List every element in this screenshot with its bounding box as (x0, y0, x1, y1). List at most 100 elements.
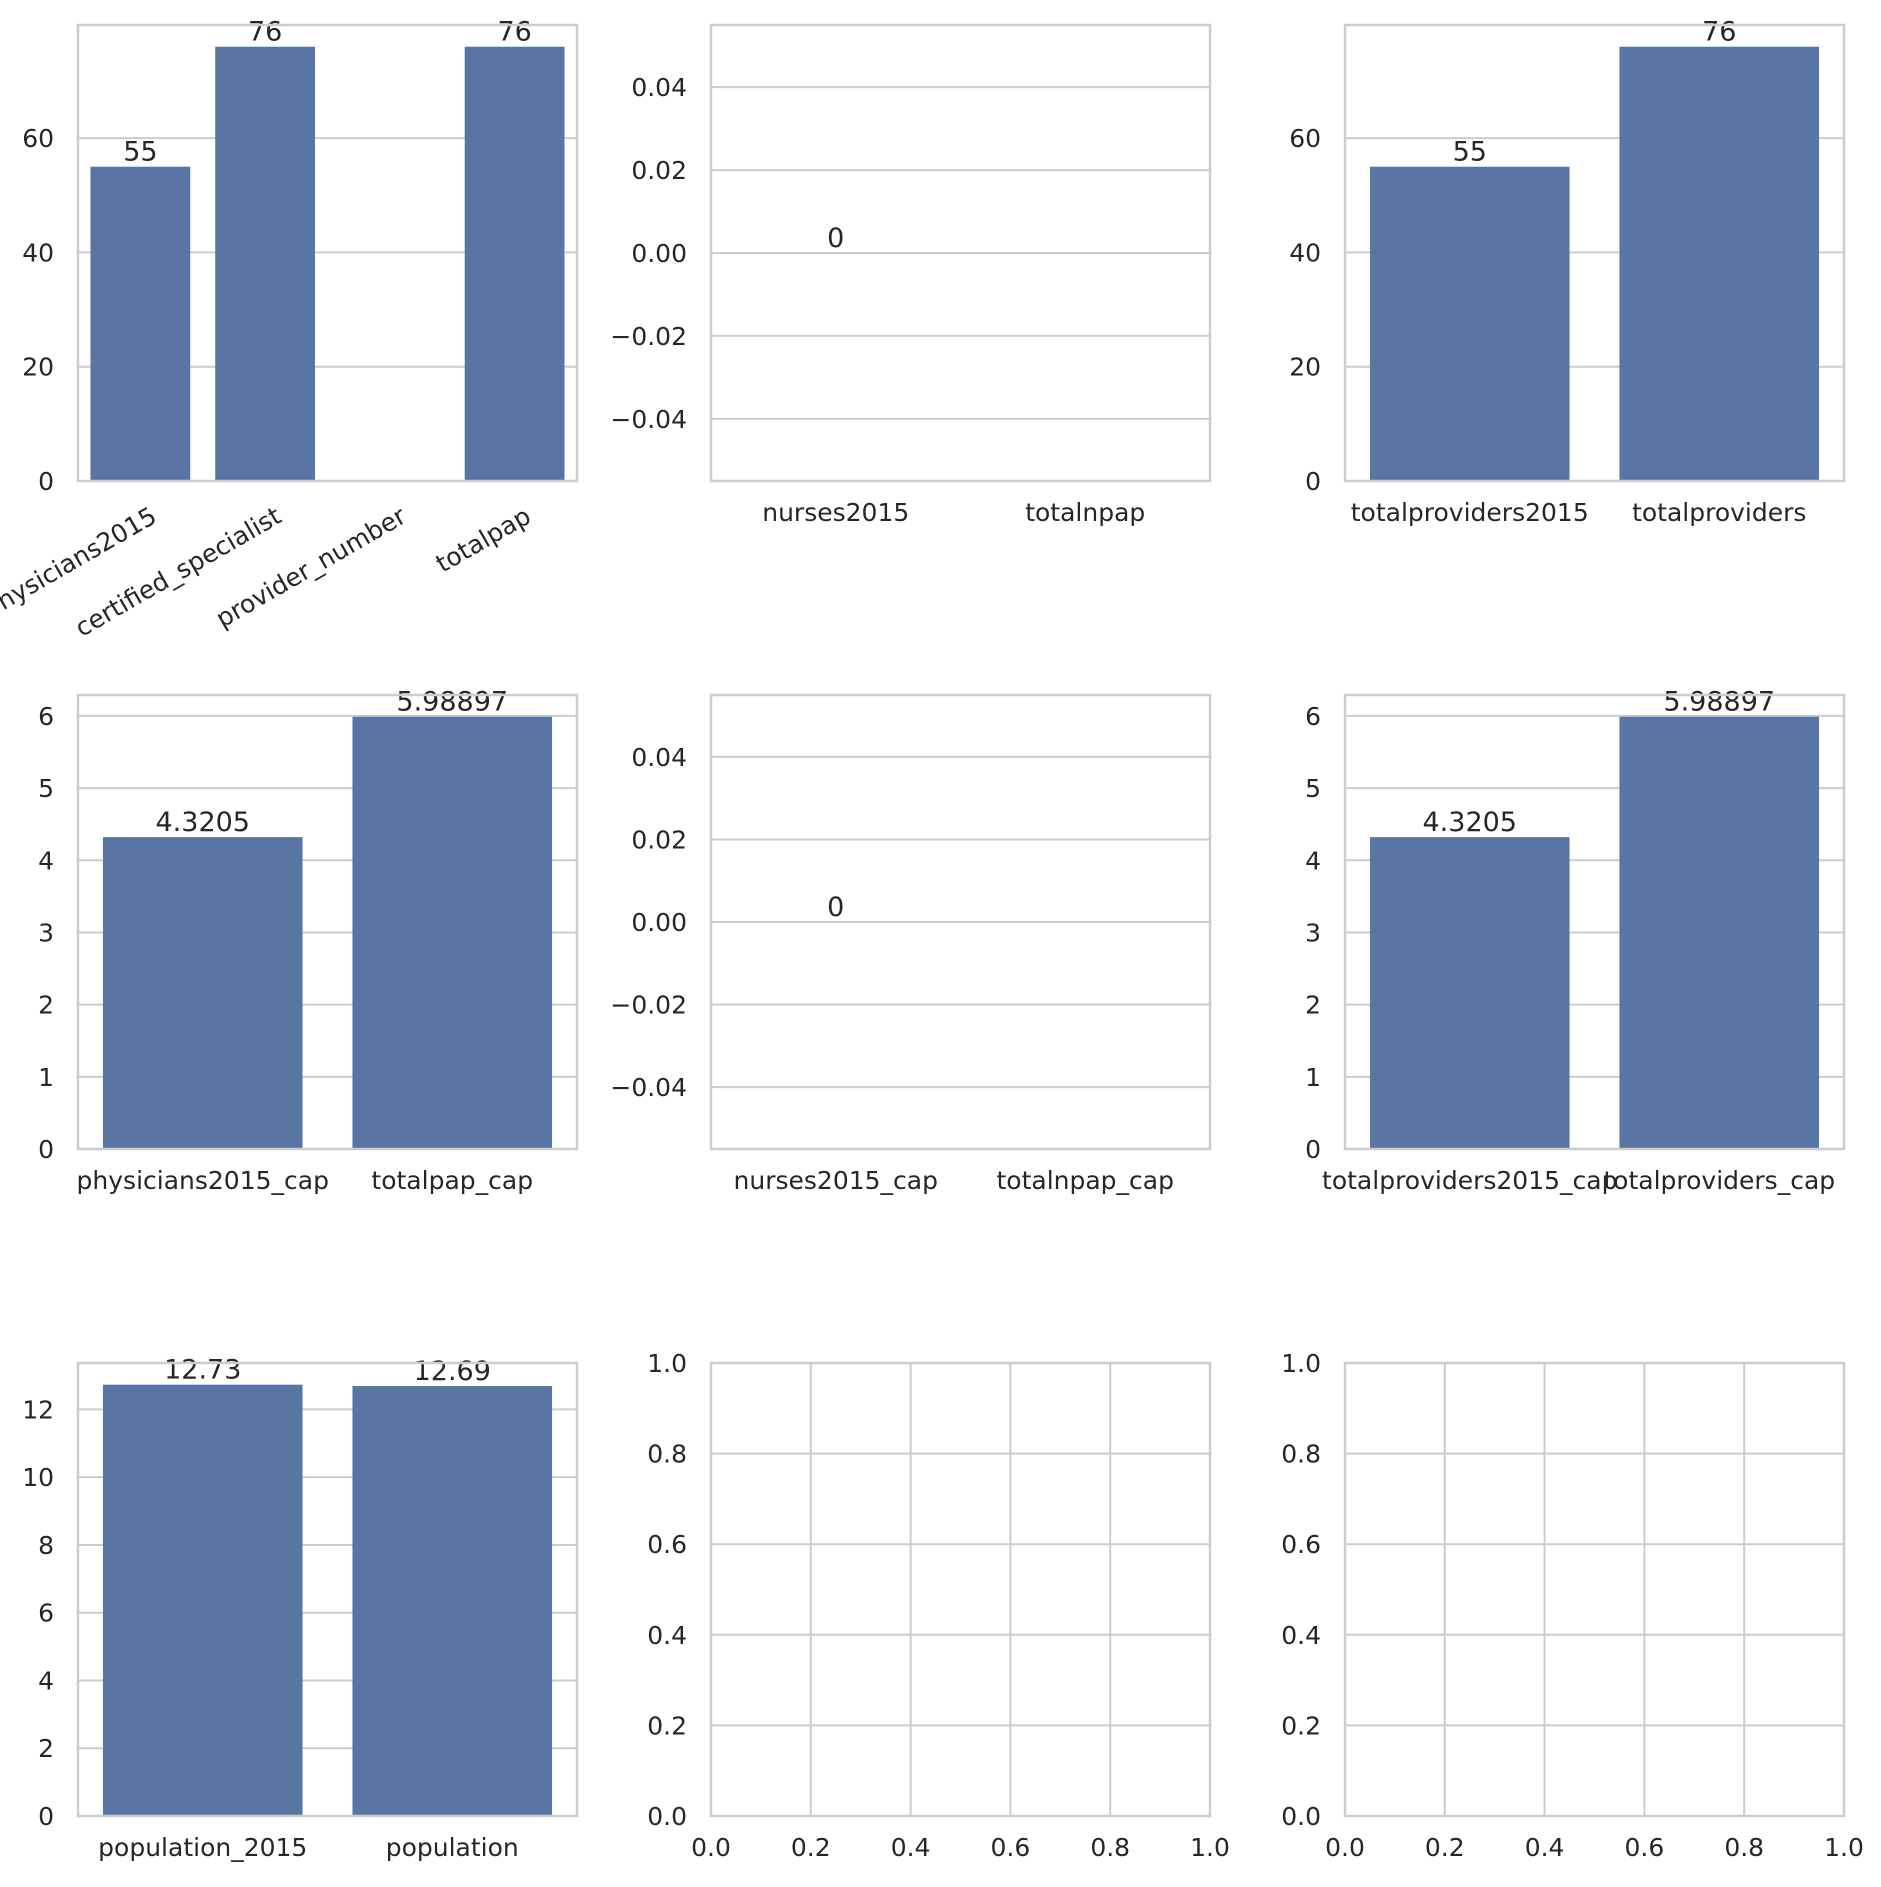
y-tick-label: 10 (22, 1463, 54, 1492)
y-tick-label: 60 (1289, 124, 1321, 153)
y-tick-label: 0.02 (631, 156, 687, 185)
axes-frame (1343, 1361, 1846, 1818)
y-tick-label: 0 (38, 1802, 54, 1831)
y-tick-label: 0.4 (1281, 1621, 1321, 1650)
axes-frame (76, 693, 579, 1151)
bar-population_2015 (102, 1384, 303, 1816)
y-tick-label: 4 (1305, 846, 1321, 875)
y-tick-label: −0.04 (610, 1073, 687, 1102)
bar-value-label: 4.3205 (1423, 807, 1517, 838)
y-tick-label: 0.04 (631, 73, 687, 102)
y-tick-label: 0.6 (1281, 1530, 1321, 1559)
x-tick-label: 0.2 (1425, 1833, 1465, 1862)
x-tick-label: 0.4 (1525, 1833, 1565, 1862)
axes-frame (76, 1361, 579, 1818)
y-tick-label: 12 (22, 1395, 54, 1424)
y-tick-label: 40 (1289, 238, 1321, 267)
y-tick-label: 0.00 (631, 239, 687, 268)
bar-value-label: 55 (1453, 137, 1487, 168)
chart-panel-4: 0 1 2 3 4 5 6 4.3205 physicians2015_cap 5.98897 to… (38, 687, 579, 1195)
y-tick-label: −0.02 (610, 322, 687, 351)
bar-value-label: 55 (123, 137, 157, 168)
x-tick-label: population (386, 1833, 519, 1862)
x-tick-label: 0.6 (1625, 1833, 1665, 1862)
bar-value-label: 76 (497, 17, 531, 48)
x-tick-label: totalnpap_cap (996, 1166, 1174, 1195)
y-tick-label: 5 (1305, 774, 1321, 803)
axes-frame (709, 1361, 1212, 1818)
x-tick-label: totalproviders2015 (1351, 498, 1589, 527)
chart-panel-5: −0.04 −0.02 0.00 0.02 0.04 0 nurses2015_cap tot… (610, 693, 1212, 1195)
chart-panel-8: 0.0 0.2 0.4 0.6 0.8 1.0 0.0 0.2 0.4 0.6 0.8 1.0 (647, 1349, 1230, 1862)
x-tick-label: totalproviders2015_cap (1322, 1166, 1617, 1195)
bar-totalpap_cap (352, 716, 553, 1149)
y-tick-label: 1 (38, 1063, 54, 1092)
bar-totalproviders2015 (1369, 166, 1570, 481)
y-tick-label: 4 (38, 1666, 54, 1695)
x-tick-label: 0.0 (691, 1833, 731, 1862)
y-tick-label: 6 (38, 1599, 54, 1628)
axes-frame (709, 693, 1212, 1151)
y-tick-label: −0.04 (610, 405, 687, 434)
y-tick-label: 0 (38, 467, 54, 496)
bar-certified_specialist (215, 46, 316, 481)
axes-frame (1343, 693, 1846, 1151)
y-tick-label: 0.0 (647, 1802, 687, 1831)
y-tick-label: 3 (38, 918, 54, 947)
y-tick-label: 1.0 (647, 1349, 687, 1378)
axes-frame (709, 23, 1212, 483)
bar-value-label: 12.73 (164, 1355, 241, 1386)
y-tick-label: 6 (38, 702, 54, 731)
y-tick-label: 0.2 (1281, 1711, 1321, 1740)
x-tick-label: nurses2015 (762, 498, 909, 527)
chart-panel-3: 0 20 40 60 55 totalproviders2015 76 totalprovid… (1289, 17, 1846, 527)
bar-value-label: 4.3205 (156, 807, 250, 838)
y-tick-label: 0.8 (647, 1440, 687, 1469)
y-tick-label: 3 (1305, 918, 1321, 947)
bar-value-label: 76 (248, 17, 282, 48)
x-tick-label: totalproviders_cap (1603, 1166, 1835, 1195)
x-tick-label: totalnpap (1025, 498, 1145, 527)
x-tick-label: 0.4 (891, 1833, 931, 1862)
x-tick-label: 1.0 (1190, 1833, 1230, 1862)
bar-value-label: 5.98897 (396, 687, 508, 718)
x-tick-label: physicians2015_cap (77, 1166, 329, 1195)
y-tick-label: 0.8 (1281, 1440, 1321, 1469)
y-tick-label: 20 (1289, 353, 1321, 382)
x-tick-label: totalpap (431, 501, 536, 578)
x-tick-label: 0.8 (1724, 1833, 1764, 1862)
bar-value-label: 5.98897 (1663, 687, 1775, 718)
y-tick-label: 0.2 (647, 1711, 687, 1740)
chart-panel-7: 0 2 4 6 8 10 12 12.73 population_2015 12.69 popula… (22, 1355, 579, 1862)
y-tick-label: 0.4 (647, 1621, 687, 1650)
axes-frame (76, 23, 579, 483)
chart-panel-6: 0 1 2 3 4 5 6 4.3205 totalproviders2015_cap 5.988… (1305, 687, 1846, 1195)
chart-panel-2: −0.04 −0.02 0.00 0.02 0.04 0 nurses2015 totalnp… (610, 23, 1212, 527)
x-tick-label: totalproviders (1632, 498, 1806, 527)
y-tick-label: 0.00 (631, 908, 687, 937)
bar-totalproviders_cap (1619, 716, 1820, 1149)
x-tick-label: 0.0 (1325, 1833, 1365, 1862)
y-tick-label: 2 (1305, 991, 1321, 1020)
y-tick-label: 0.02 (631, 825, 687, 854)
x-tick-label: population_2015 (98, 1833, 307, 1862)
bar-value-label: 0 (827, 892, 844, 923)
y-tick-label: 8 (38, 1531, 54, 1560)
bar-value-label: 0 (827, 223, 844, 254)
axes-frame (1343, 23, 1846, 483)
bar-population (352, 1386, 553, 1816)
bar-totalpap (464, 46, 565, 481)
x-tick-label: certified_specialist (70, 501, 286, 643)
y-tick-label: 0 (38, 1135, 54, 1164)
y-tick-label: 1 (1305, 1063, 1321, 1092)
x-tick-label: 0.6 (991, 1833, 1031, 1862)
x-tick-label: 0.2 (791, 1833, 831, 1862)
y-tick-label: 40 (22, 238, 54, 267)
bar-totalproviders (1619, 46, 1820, 481)
y-tick-label: 20 (22, 353, 54, 382)
y-tick-label: 4 (38, 846, 54, 875)
y-tick-label: 5 (38, 774, 54, 803)
y-tick-label: 2 (38, 991, 54, 1020)
